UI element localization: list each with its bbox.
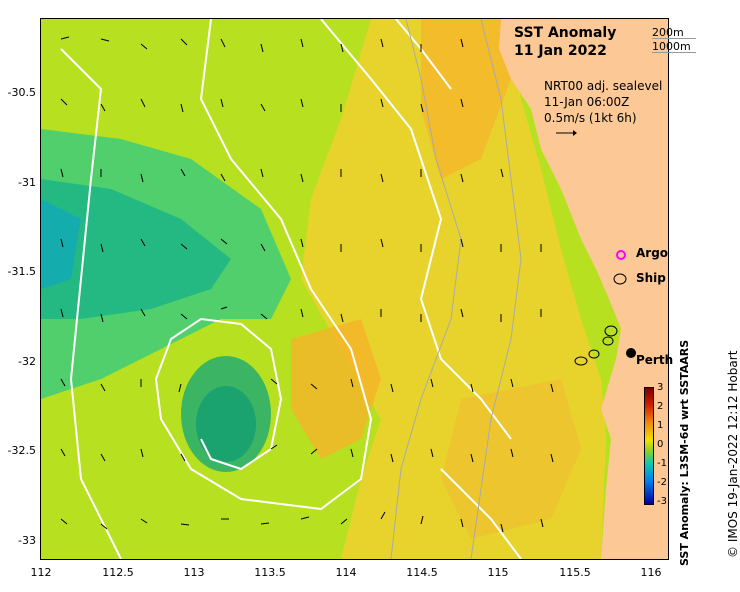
cool-core-west [41, 199, 81, 289]
credit-text: © IMOS 19-Jan-2022 12:12 Hobart [726, 350, 740, 558]
y-tick-label: -30.5 [7, 86, 36, 99]
title-line-1: SST Anomaly [514, 25, 617, 41]
y-tick-label: -32 [18, 355, 36, 368]
current-info: NRT00 adj. sealevel 11-Jan 06:00Z 0.5m/s… [544, 78, 662, 126]
info-line-3: 0.5m/s (1kt 6h) [544, 111, 637, 125]
bathymetry-contours [390, 19, 522, 559]
colorbar-tick: 1 [657, 420, 664, 431]
contour-legend: 200m 1000m [652, 25, 696, 53]
colorbar-tick: 0 [657, 439, 664, 450]
x-tick-label: 112 [30, 566, 52, 579]
y-tick-label: -33 [18, 534, 36, 547]
sst-map[interactable] [40, 18, 669, 560]
map-title: SST Anomaly 11 Jan 2022 [514, 24, 616, 60]
x-tick-label: 115 [487, 566, 509, 579]
ship-markers [574, 325, 618, 366]
current-vectors [60, 36, 554, 533]
y-tick-label: -32.5 [7, 444, 36, 457]
sealevel-contours [60, 19, 522, 559]
x-tick-label: 114 [335, 566, 357, 579]
warm-patch-south [441, 379, 581, 539]
contour-200m-swatch [652, 38, 696, 39]
x-tick-label: 112.5 [102, 566, 134, 579]
info-line-1: NRT00 adj. sealevel [544, 79, 663, 93]
title-line-2: 11 Jan 2022 [514, 43, 607, 59]
y-tick-label: -31 [18, 176, 36, 189]
perth-marker [626, 348, 636, 358]
colorbar-tick: 2 [657, 401, 664, 412]
contour-200m-label: 200m [652, 26, 684, 39]
land [499, 19, 668, 559]
contour-1000m-label: 1000m [652, 40, 691, 53]
x-tick-label: 114.5 [406, 566, 438, 579]
y-tick-label: -31.5 [7, 265, 36, 278]
contour-1000m-swatch [652, 52, 696, 53]
ship-legend-label: Ship [636, 271, 666, 285]
map-canvas [41, 19, 668, 559]
colorbar [644, 387, 654, 505]
perth-label: Perth [636, 353, 674, 367]
warm-patch-eddy [291, 319, 381, 459]
colorbar-tick: -1 [657, 458, 667, 469]
x-tick-label: 116 [640, 566, 662, 579]
argo-legend-label: Argo [636, 246, 669, 260]
warm-patch-north [421, 19, 511, 179]
ship-marker-icon [613, 273, 627, 285]
x-tick-label: 115.5 [559, 566, 591, 579]
x-tick-label: 113.5 [254, 566, 286, 579]
colorbar-tick: 3 [657, 382, 664, 393]
argo-marker-icon [616, 250, 626, 260]
x-tick-label: 113 [183, 566, 205, 579]
colorbar-tick: -3 [657, 496, 667, 507]
reference-arrow-icon [556, 130, 577, 136]
info-line-2: 11-Jan 06:00Z [544, 95, 630, 109]
colorbar-label: SST Anomaly: L3SM-6d wrt SSTAARS [678, 339, 691, 566]
cold-eddy-core [196, 386, 256, 462]
colorbar-tick: -2 [657, 477, 667, 488]
